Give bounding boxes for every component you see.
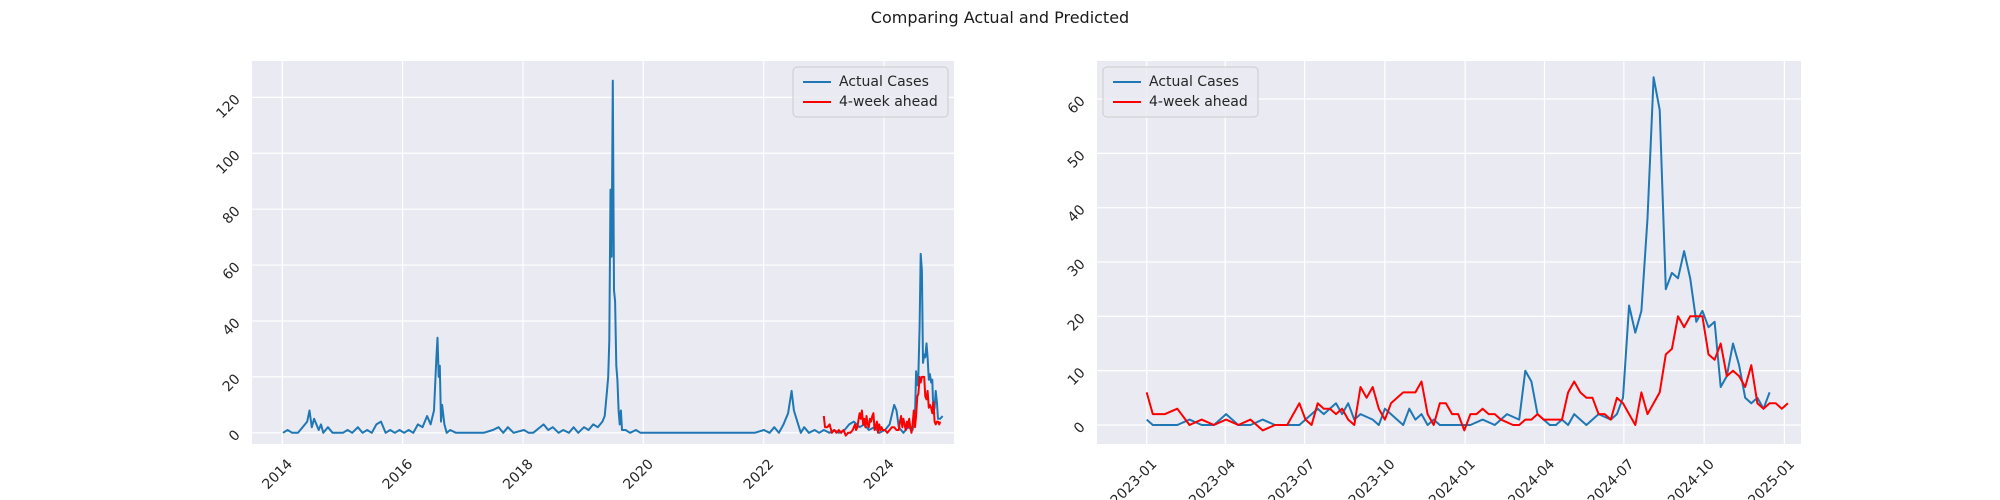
legend-box	[1102, 66, 1259, 118]
y-tick-label: 100	[213, 148, 243, 178]
x-tick-label: 2024-01	[1426, 456, 1479, 500]
legend-box	[792, 66, 949, 118]
x-tick-label: 2024-04	[1505, 456, 1558, 500]
y-tick-label: 60	[220, 259, 244, 283]
series-line-actual-cases	[282, 79, 944, 434]
y-tick-label: 0	[1071, 419, 1089, 437]
y-tick-label: 20	[220, 371, 244, 395]
x-tick-label: 2016	[380, 456, 417, 493]
series-line-4-week-ahead	[1145, 315, 1789, 432]
x-tick-label: 2022	[741, 456, 778, 493]
x-tick-label: 2018	[500, 456, 537, 493]
y-tick-label: 40	[1065, 202, 1089, 226]
legend-label: 4-week ahead	[839, 94, 938, 110]
legend: Actual Cases 4-week ahead	[1102, 66, 1259, 118]
legend: Actual Cases 4-week ahead	[792, 66, 949, 118]
legend-label: Actual Cases	[1149, 74, 1239, 90]
chart-panel-2: 0 10 20 30 40 50 60 2023-01 2023-04 2023-07 2023-1…	[1065, 61, 1801, 500]
x-tick-label: 2023-04	[1186, 456, 1239, 500]
x-tick-label: 2024-07	[1585, 456, 1638, 500]
y-tick-label: 120	[213, 92, 243, 122]
y-tick-label: 20	[1065, 311, 1089, 335]
x-tick-label: 2023-10	[1346, 456, 1399, 500]
x-tick-label: 2024-10	[1665, 456, 1718, 500]
figure-title: Comparing Actual and Predicted	[870, 8, 1130, 27]
y-tick-label: 40	[220, 315, 244, 339]
x-tick-label: 2024	[861, 456, 898, 493]
x-tick-label: 2023-07	[1266, 456, 1319, 500]
plot-area	[1097, 61, 1801, 444]
y-tick-label: 80	[220, 204, 244, 228]
legend-label: 4-week ahead	[1149, 94, 1248, 110]
x-tick-label: 2023-01	[1108, 456, 1161, 500]
y-tick-label: 30	[1065, 256, 1089, 280]
x-tick-label: 2020	[620, 456, 657, 493]
chart-panel-1: 0 20 40 60 80 100 120 2014 2016 2018 2020 2022 2024 A…	[213, 61, 954, 493]
series-line-actual-cases	[1146, 76, 1771, 426]
y-tick-label: 10	[1065, 365, 1089, 389]
y-tick-label: 0	[226, 427, 244, 445]
y-tick-label: 60	[1065, 93, 1089, 117]
series-line-4-week-ahead	[822, 375, 942, 437]
x-tick-label: 2025-01	[1745, 456, 1798, 500]
x-tick-label: 2014	[259, 456, 296, 493]
legend-label: Actual Cases	[839, 74, 929, 90]
plot-area	[252, 61, 954, 444]
y-tick-label: 50	[1065, 148, 1089, 172]
